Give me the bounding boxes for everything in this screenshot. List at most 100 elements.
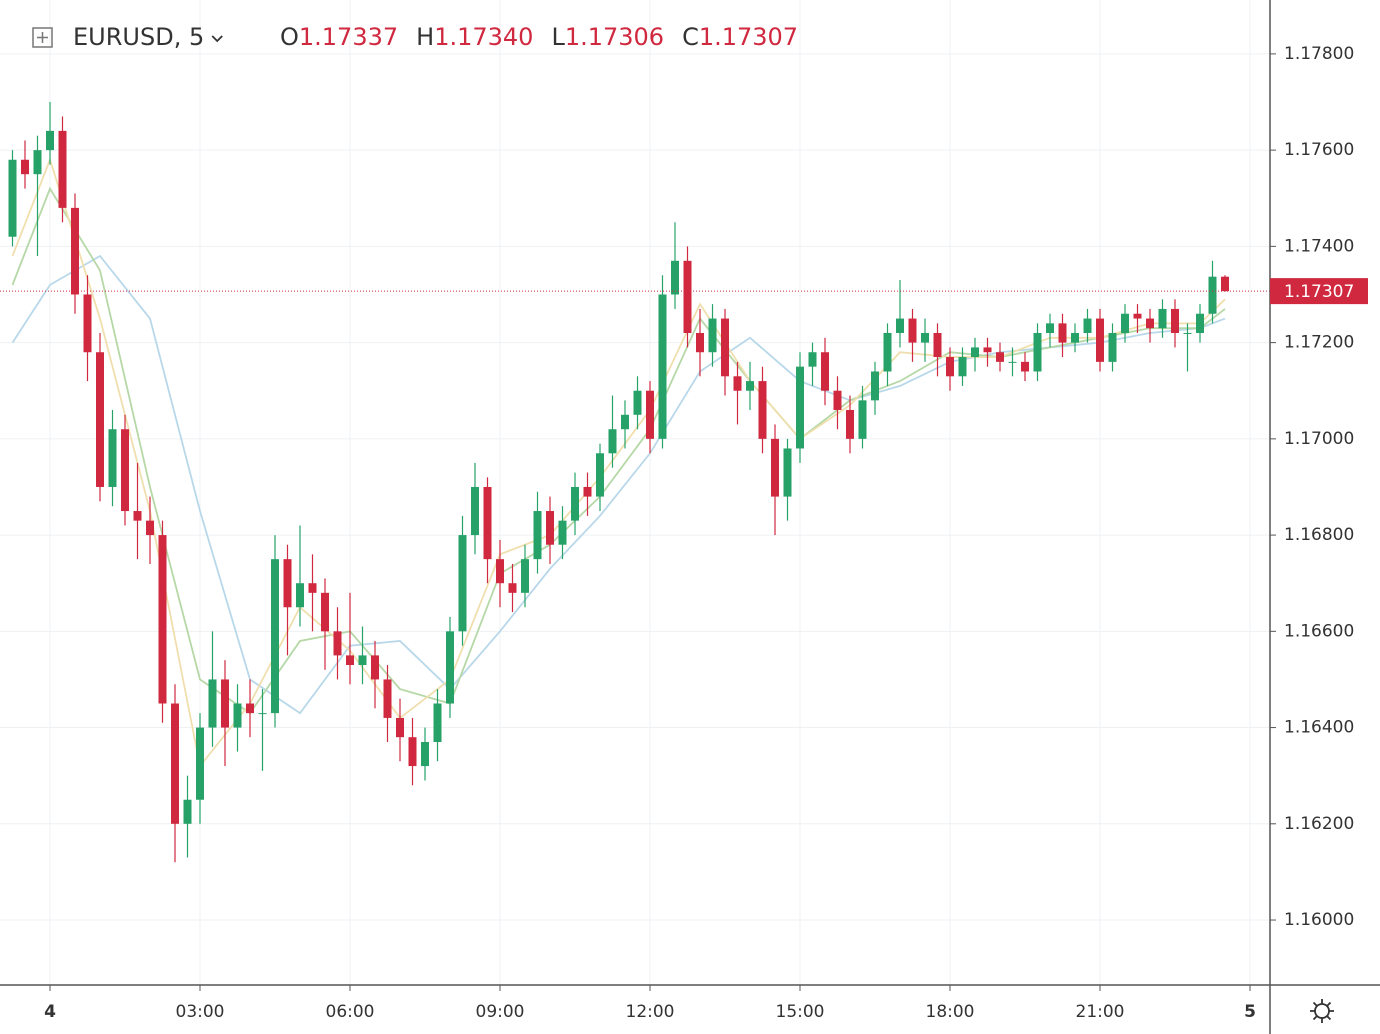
candle-body xyxy=(483,486,492,560)
interval-chevron[interactable] xyxy=(211,35,223,43)
candle-body xyxy=(608,429,617,454)
candle-body xyxy=(1108,332,1117,362)
candle-body xyxy=(146,520,154,536)
ohlc-value: 1.17340 xyxy=(434,23,533,51)
candle-body xyxy=(183,799,192,824)
x-tick-label: 21:00 xyxy=(1076,1002,1125,1022)
expand-icon[interactable] xyxy=(32,27,53,48)
y-tick-label: 1.17200 xyxy=(1284,333,1354,353)
candle-body xyxy=(971,347,979,358)
candle-body xyxy=(1083,318,1092,333)
x-tick-label: 4 xyxy=(44,1002,56,1022)
candle-body xyxy=(696,332,704,353)
header: EURUSD, 5 O 1.17337 H 1.17340 L 1.17306 … xyxy=(32,23,798,51)
candle-body xyxy=(521,559,529,593)
candle-body xyxy=(321,592,329,632)
candle-body xyxy=(871,371,879,401)
y-tick-label: 1.17400 xyxy=(1284,236,1354,256)
candle-body xyxy=(908,318,917,343)
candle-body xyxy=(796,366,804,449)
moving-average xyxy=(11,186,1226,715)
candle-body xyxy=(683,260,692,333)
candle-body xyxy=(308,583,317,593)
candle-body xyxy=(583,486,592,497)
x-tick-label: 18:00 xyxy=(926,1002,975,1022)
moving-average xyxy=(11,254,1226,715)
candle-body xyxy=(571,486,579,521)
candle-body xyxy=(383,679,392,718)
candle-body xyxy=(171,703,179,824)
candle-body xyxy=(108,429,117,487)
ohlc-label: C xyxy=(682,23,699,51)
ohlc-value: 1.17307 xyxy=(699,23,798,51)
candle-body xyxy=(371,655,379,680)
candle-body xyxy=(921,332,929,343)
ohlc-label: L xyxy=(551,23,565,51)
candle-body xyxy=(958,357,967,377)
candle-body xyxy=(996,352,1004,362)
y-tick-label: 1.17000 xyxy=(1284,429,1354,449)
symbol[interactable]: EURUSD, 5 xyxy=(73,23,204,51)
candle-body xyxy=(671,260,679,295)
gear-teeth xyxy=(1310,999,1334,1023)
candle-body xyxy=(1183,332,1192,334)
candle-body xyxy=(1171,308,1179,333)
axes: 1.16000 1.16200 1.16400 1.16600 1.16800 1.170… xyxy=(44,44,1368,1022)
candle-body xyxy=(46,130,54,151)
candle-body xyxy=(558,520,567,545)
candle-body xyxy=(771,438,779,497)
candles xyxy=(0,102,1270,863)
candle-body xyxy=(1121,313,1129,333)
candle-body xyxy=(1096,318,1104,362)
candle-body xyxy=(646,390,654,439)
candle-body xyxy=(1008,361,1017,363)
candle-body xyxy=(246,703,254,714)
candle-body xyxy=(508,583,517,593)
candle-body xyxy=(933,332,942,358)
candle-body xyxy=(833,390,842,410)
candle-body xyxy=(846,409,854,439)
candle-body xyxy=(708,318,717,353)
y-tick-label: 1.16000 xyxy=(1284,910,1354,930)
candle-body xyxy=(433,703,442,742)
candle-body xyxy=(858,400,867,439)
candle-body xyxy=(883,332,892,372)
candle-body xyxy=(158,535,167,704)
candle-body xyxy=(96,352,104,487)
settings-icon[interactable] xyxy=(1310,999,1334,1023)
candle-body xyxy=(346,655,354,666)
ohlc-label: O xyxy=(280,23,299,51)
y-tick-label: 1.17600 xyxy=(1284,140,1354,160)
candle-body xyxy=(821,352,829,391)
candle-body xyxy=(746,381,754,391)
candle-body xyxy=(396,717,404,738)
candle-body xyxy=(633,390,642,415)
candle-body xyxy=(1133,313,1142,319)
candle-body xyxy=(546,511,554,545)
candle-body xyxy=(258,713,267,715)
x-tick-label: 12:00 xyxy=(626,1002,675,1022)
y-tick-label: 1.16400 xyxy=(1284,718,1354,738)
candle-body xyxy=(733,376,742,391)
y-tick-label: 1.16800 xyxy=(1284,525,1354,545)
candle-body xyxy=(1208,276,1217,314)
x-tick-label: 15:00 xyxy=(776,1002,825,1022)
candle-body xyxy=(808,352,817,367)
candle-body xyxy=(21,159,29,175)
candle-body xyxy=(471,486,479,536)
candle-body xyxy=(33,150,42,175)
candle-body xyxy=(271,559,279,714)
candle-body xyxy=(758,381,767,439)
x-tick-label: 5 xyxy=(1244,1002,1256,1022)
candle-body xyxy=(283,559,292,608)
y-tick-label: 1.16600 xyxy=(1284,621,1354,641)
candle-body xyxy=(783,448,792,497)
candle-body xyxy=(133,511,142,521)
candle-body xyxy=(1033,332,1042,372)
last-price-label: 1.17307 xyxy=(1284,282,1354,302)
candle-body xyxy=(496,559,504,584)
moving-average xyxy=(11,157,1226,769)
candle-body xyxy=(1071,332,1079,343)
